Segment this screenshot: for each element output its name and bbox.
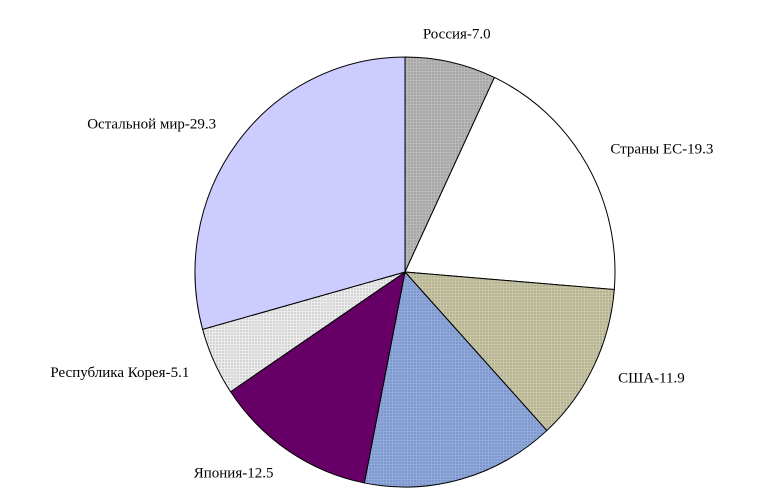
slice-texture (405, 272, 615, 431)
slice-label: Остальной мир-29.3 (87, 116, 216, 132)
slice-label: Россия-7.0 (423, 26, 491, 42)
slice-texture (405, 57, 495, 272)
slice-label: Япония-12.5 (194, 466, 274, 482)
slice-label: Республика Корея-5.1 (50, 365, 189, 381)
pie-slice (404, 76, 616, 291)
pie-slice (229, 270, 406, 484)
slice-label: США-11.9 (618, 370, 685, 386)
slice-label: Страны ЕС-19.3 (610, 142, 713, 158)
slice-texture (202, 272, 405, 392)
slice-texture (364, 272, 547, 487)
pie-slice (194, 56, 406, 331)
